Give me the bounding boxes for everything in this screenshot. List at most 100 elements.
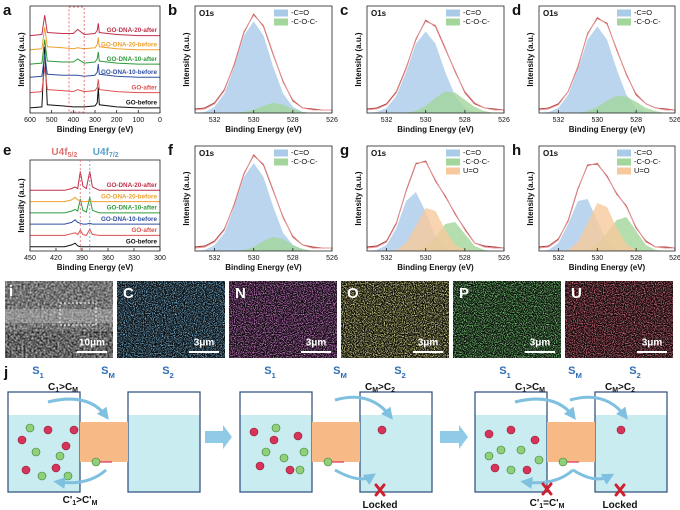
legend-swatch bbox=[617, 158, 631, 166]
membrane-label-part: S bbox=[333, 365, 340, 377]
spectrum-line bbox=[30, 171, 160, 191]
ion bbox=[25, 423, 35, 433]
x-tick-label: 532 bbox=[381, 117, 393, 124]
condition-label: C1>CM bbox=[515, 382, 545, 395]
x-tick-label: 532 bbox=[209, 255, 221, 262]
legend-swatch bbox=[446, 158, 460, 166]
ion bbox=[377, 425, 387, 435]
spectrum-line bbox=[30, 197, 160, 214]
series-label: GO-DNA-10-after bbox=[107, 205, 158, 212]
membrane-label: SM bbox=[101, 365, 115, 380]
condition-label-part: >C bbox=[378, 382, 391, 393]
y-axis-label: Intensity (a.u.) bbox=[526, 32, 535, 87]
condition-label: Locked bbox=[362, 500, 397, 510]
series-label: GO-before bbox=[126, 238, 158, 245]
spectrum-line bbox=[29, 15, 160, 37]
panel-label: a bbox=[3, 2, 12, 19]
x-tick-label: 528 bbox=[630, 117, 642, 124]
y-axis-label: Intensity (a.u.) bbox=[17, 32, 26, 87]
membrane bbox=[312, 422, 360, 462]
y-axis-label: Intensity (a.u.) bbox=[182, 32, 191, 87]
x-tick-label: 300 bbox=[89, 117, 101, 124]
plot-frame bbox=[366, 145, 505, 252]
membrane bbox=[80, 422, 128, 462]
series-label: GO-DNA-10-before bbox=[101, 216, 157, 223]
peak-area bbox=[539, 199, 675, 251]
legend-swatch bbox=[617, 18, 631, 26]
series-label: GO-after bbox=[131, 227, 157, 234]
panel-label: j bbox=[3, 364, 8, 381]
ion bbox=[534, 455, 544, 465]
x-tick-label: 528 bbox=[287, 255, 299, 262]
legend-label: -C=O bbox=[463, 148, 481, 157]
condition-label-part: Locked bbox=[362, 500, 397, 510]
ion bbox=[69, 425, 79, 435]
x-tick-label: 528 bbox=[459, 255, 471, 262]
flow-arrow bbox=[334, 468, 376, 485]
ion bbox=[17, 435, 27, 445]
x-tick-label: 530 bbox=[248, 117, 260, 124]
x-tick-label: 200 bbox=[111, 117, 123, 124]
condition-label-part: M bbox=[539, 387, 545, 394]
membrane-label: SM bbox=[568, 365, 582, 380]
series-label: GO-after bbox=[131, 84, 157, 91]
ion bbox=[279, 453, 289, 463]
plot-frame bbox=[538, 5, 676, 114]
solution-label-part: S bbox=[394, 365, 401, 377]
panel-label: b bbox=[168, 2, 177, 19]
element-label: N bbox=[235, 285, 246, 302]
spectrum-line bbox=[366, 20, 504, 111]
marker-label-part: U4f bbox=[51, 147, 68, 158]
spectrum-line bbox=[29, 39, 160, 65]
spectrum-line bbox=[30, 219, 160, 225]
condition-label-part: =C' bbox=[543, 498, 558, 509]
ion bbox=[323, 457, 333, 467]
ion bbox=[496, 445, 506, 455]
ion bbox=[261, 447, 271, 457]
condition-label-part: >C' bbox=[76, 495, 91, 506]
peak-area bbox=[539, 203, 675, 251]
condition-label: C'1>C'M bbox=[63, 495, 98, 508]
series-label: GO-DNA-20-after bbox=[107, 182, 158, 189]
spectrum-line bbox=[30, 242, 160, 248]
condition-label-part: M bbox=[372, 387, 378, 394]
x-tick-label: 530 bbox=[420, 117, 432, 124]
flow-arrow bbox=[569, 395, 628, 420]
water bbox=[128, 415, 200, 492]
ion bbox=[484, 451, 494, 461]
legend-label: -C=O bbox=[463, 8, 481, 17]
ion bbox=[43, 425, 53, 435]
x-axis-label: Binding Energy (eV) bbox=[569, 263, 646, 272]
scale-bar-label: 3μm bbox=[194, 338, 215, 349]
plot-frame bbox=[194, 5, 333, 114]
flow-arrow bbox=[514, 397, 576, 420]
spectrum-line bbox=[366, 160, 505, 249]
plot-frame bbox=[29, 159, 161, 252]
panel-label: i bbox=[9, 283, 13, 300]
membrane bbox=[547, 422, 595, 462]
panel-label: g bbox=[340, 142, 349, 159]
x-tick-label: 530 bbox=[591, 117, 603, 124]
series-label: GO-before bbox=[126, 100, 158, 107]
membrane-label-part: S bbox=[568, 365, 575, 377]
image-texture bbox=[453, 281, 561, 358]
series-label: GO-DNA-20-before bbox=[101, 41, 157, 48]
legend-label: -C-O-C- bbox=[634, 157, 661, 166]
legend-label: -C-O-C- bbox=[463, 17, 490, 26]
peak-annotation: O1s bbox=[371, 9, 387, 18]
peak-annotation: O1s bbox=[543, 9, 559, 18]
legend-label: U=O bbox=[634, 166, 650, 175]
peak-area bbox=[195, 102, 332, 113]
peak-annotation: O1s bbox=[371, 149, 387, 158]
x-tick-label: 526 bbox=[326, 117, 338, 124]
element-label: U bbox=[571, 285, 582, 302]
condition-label: C1>CM bbox=[48, 382, 78, 395]
stage-arrow bbox=[440, 425, 468, 449]
legend-swatch bbox=[617, 149, 631, 157]
x-tick-label: 330 bbox=[128, 255, 140, 262]
block-mark bbox=[614, 483, 626, 497]
x-tick-label: 528 bbox=[459, 117, 471, 124]
membrane-label-part: S bbox=[101, 365, 108, 377]
peak-annotation: O1s bbox=[199, 9, 215, 18]
